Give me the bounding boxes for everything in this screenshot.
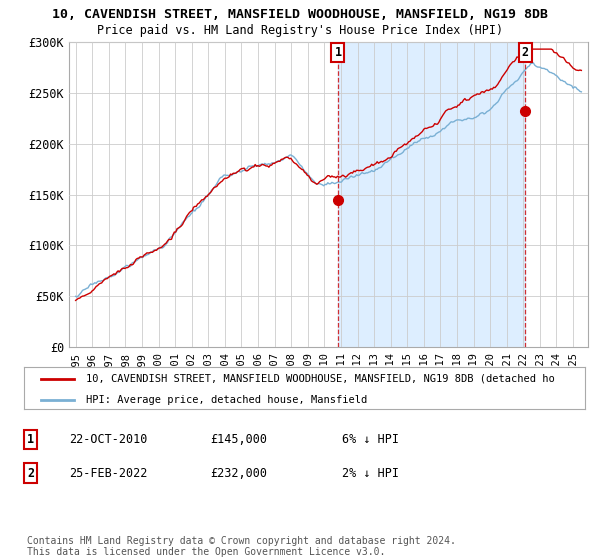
Text: Contains HM Land Registry data © Crown copyright and database right 2024.
This d: Contains HM Land Registry data © Crown c… [27,535,456,557]
Bar [338,42,526,347]
Text: 6% ↓ HPI: 6% ↓ HPI [342,433,399,446]
Text: £232,000: £232,000 [210,466,267,480]
Text: HPI: Average price, detached house, Mansfield: HPI: Average price, detached house, Mans… [86,395,367,404]
Text: 1: 1 [27,433,34,446]
Text: 22-OCT-2010: 22-OCT-2010 [69,433,148,446]
Text: £145,000: £145,000 [210,433,267,446]
Text: 2: 2 [522,46,529,59]
Text: 25-FEB-2022: 25-FEB-2022 [69,466,148,480]
Text: 1: 1 [334,46,341,59]
Text: Price paid vs. HM Land Registry's House Price Index (HPI): Price paid vs. HM Land Registry's House … [97,24,503,36]
Text: 10, CAVENDISH STREET, MANSFIELD WOODHOUSE, MANSFIELD, NG19 8DB (detached ho: 10, CAVENDISH STREET, MANSFIELD WOODHOUS… [86,374,554,384]
Text: 2% ↓ HPI: 2% ↓ HPI [342,466,399,480]
Text: 10, CAVENDISH STREET, MANSFIELD WOODHOUSE, MANSFIELD, NG19 8DB: 10, CAVENDISH STREET, MANSFIELD WOODHOUS… [52,8,548,21]
Text: 2: 2 [27,466,34,480]
